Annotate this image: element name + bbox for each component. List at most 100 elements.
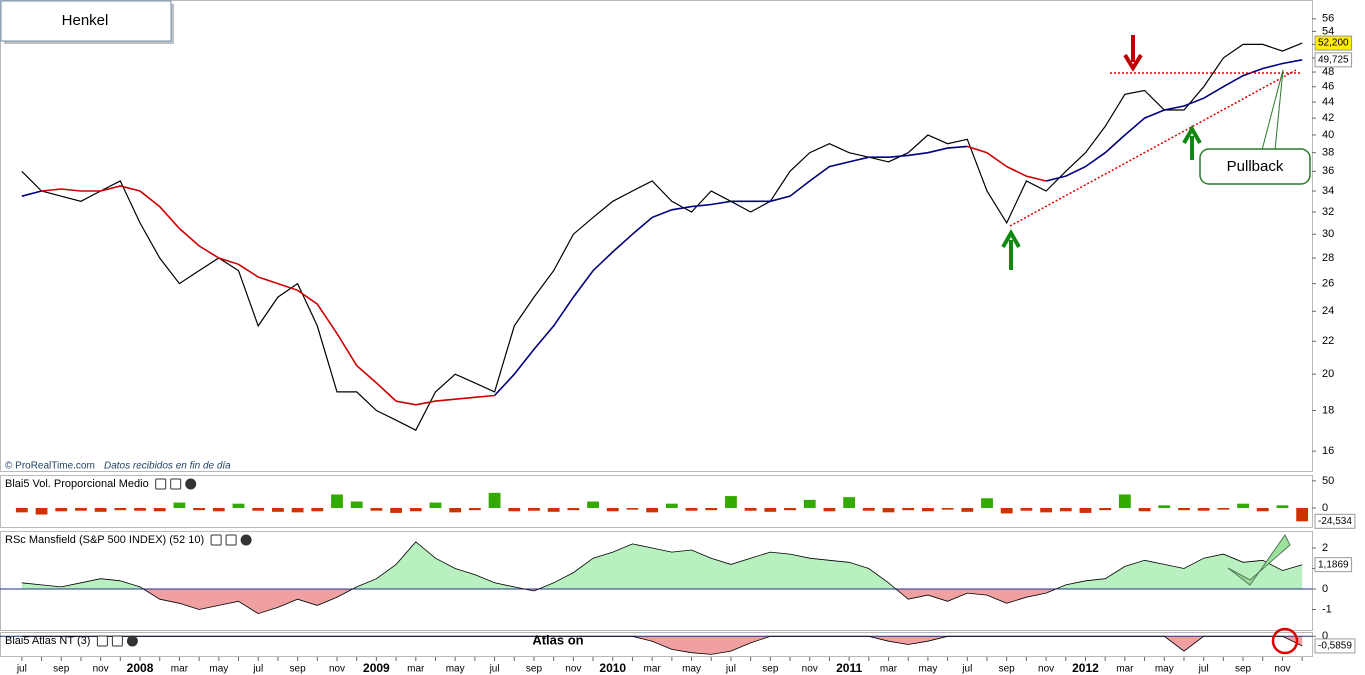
volume-bar bbox=[350, 501, 363, 509]
x-tick-label: sep bbox=[53, 664, 70, 675]
y-tick-label: 0 bbox=[1322, 630, 1328, 642]
y-tick-label: 16 bbox=[1322, 445, 1334, 457]
x-tick-label: sep bbox=[526, 664, 543, 675]
volume-bar bbox=[567, 508, 580, 511]
x-tick-label: may bbox=[209, 664, 228, 675]
x-tick-label: nov bbox=[329, 664, 345, 675]
x-tick-label: mar bbox=[880, 664, 898, 675]
volume-bar bbox=[606, 508, 619, 512]
price-line bbox=[21, 59, 1303, 397]
volume-bar bbox=[961, 508, 974, 512]
volume-bar bbox=[153, 508, 166, 512]
y-tick-label: 54 bbox=[1322, 25, 1334, 37]
volume-bar bbox=[764, 508, 777, 512]
last-value-box bbox=[1314, 52, 1353, 68]
x-tick-label: sep bbox=[999, 664, 1016, 675]
panel-icon bbox=[210, 534, 222, 546]
last-value-box bbox=[1314, 638, 1356, 654]
y-tick-label: 44 bbox=[1322, 96, 1334, 108]
y-tick-label: 56 bbox=[1322, 13, 1334, 25]
callout-box bbox=[1199, 148, 1311, 185]
volume-bar bbox=[1079, 508, 1092, 513]
volume-bar bbox=[803, 499, 816, 509]
volume-bar bbox=[94, 508, 107, 512]
area-line bbox=[21, 541, 1303, 615]
last-value-label: -0,5859 bbox=[1318, 641, 1352, 652]
x-tick-label: mar bbox=[171, 664, 189, 675]
volume-bar bbox=[55, 508, 68, 512]
last-value-label: 52,200 bbox=[1318, 38, 1349, 49]
last-value-box bbox=[1314, 557, 1353, 573]
y-tick-label: 26 bbox=[1322, 278, 1334, 290]
volume-bar bbox=[862, 508, 875, 511]
check-mark bbox=[1227, 534, 1291, 586]
panel-icon bbox=[225, 534, 237, 546]
volume-bar bbox=[508, 508, 521, 512]
panel-icon bbox=[126, 635, 138, 647]
green-arrow bbox=[1001, 228, 1021, 270]
last-value-label: -24,534 bbox=[1318, 516, 1352, 527]
last-value-label: 49,725 bbox=[1318, 54, 1349, 65]
x-tick-label: sep bbox=[1235, 664, 1252, 675]
y-tick-label: 30 bbox=[1322, 228, 1334, 240]
x-tick-label: nov bbox=[1274, 664, 1290, 675]
volume-bar bbox=[1099, 508, 1112, 511]
x-tick-label: jul bbox=[961, 664, 972, 675]
volume-bar bbox=[232, 503, 245, 509]
volume-bar bbox=[1276, 505, 1289, 509]
volume-bar bbox=[882, 508, 895, 513]
volume-bar bbox=[75, 508, 87, 511]
y-tick-label: 0 bbox=[1322, 583, 1328, 595]
red-arrow bbox=[1123, 35, 1143, 72]
x-tick-label: mar bbox=[644, 664, 662, 675]
panel-icon bbox=[170, 478, 182, 490]
volume-bar bbox=[1178, 508, 1190, 511]
x-tick-label: 2010 bbox=[599, 661, 626, 675]
panel-title: Blai5 Atlas NT (3) bbox=[5, 635, 90, 647]
x-tick-label: may bbox=[918, 664, 937, 675]
volume-bar bbox=[429, 502, 442, 509]
last-value-box bbox=[1314, 513, 1356, 529]
volume-bar bbox=[15, 508, 28, 513]
panel-title: Blai5 Vol. Proporcional Medio bbox=[5, 478, 149, 490]
volume-bar bbox=[1158, 505, 1171, 509]
y-tick-label: 0 bbox=[1322, 502, 1328, 514]
x-tick-label: sep bbox=[762, 664, 779, 675]
x-tick-label: nov bbox=[565, 664, 581, 675]
copyright: © ProRealTime.com bbox=[5, 461, 95, 472]
y-tick-label: 34 bbox=[1322, 185, 1334, 197]
volume-bar bbox=[1138, 508, 1151, 512]
x-tick-label: jul bbox=[1198, 664, 1209, 675]
x-tick-label: jul bbox=[16, 664, 27, 675]
volume-bar bbox=[390, 508, 402, 513]
volume-bar bbox=[922, 508, 934, 512]
x-tick-label: 2009 bbox=[363, 661, 390, 675]
volume-bar bbox=[528, 508, 540, 511]
x-tick-label: may bbox=[446, 664, 465, 675]
callout-pointer bbox=[1261, 69, 1284, 151]
data-note: Datos recibidos en fin de día bbox=[104, 461, 231, 472]
y-tick-label: -1 bbox=[1322, 603, 1332, 615]
volume-bar bbox=[547, 508, 560, 512]
y-tick-label: 20 bbox=[1322, 368, 1334, 380]
volume-bar bbox=[35, 508, 48, 515]
price-line bbox=[21, 42, 1303, 432]
y-tick-label: 36 bbox=[1322, 165, 1334, 177]
volume-bar bbox=[981, 498, 993, 509]
x-tick-label: jul bbox=[489, 664, 500, 675]
x-tick-label: sep bbox=[290, 664, 307, 675]
volume-bar bbox=[725, 496, 737, 509]
volume-bar bbox=[468, 508, 481, 511]
y-tick-label: 18 bbox=[1322, 404, 1334, 416]
volume-bar bbox=[311, 508, 324, 512]
volume-bar bbox=[744, 508, 757, 511]
volume-bar bbox=[1217, 508, 1230, 510]
plot-layer: 1618202224262830323436384042444648505254… bbox=[0, 13, 1356, 675]
volume-bar bbox=[1237, 503, 1249, 509]
y-tick-label: 38 bbox=[1322, 147, 1334, 159]
volume-bar bbox=[1040, 508, 1052, 513]
x-tick-label: may bbox=[682, 664, 701, 675]
panel-icon bbox=[240, 534, 252, 546]
volume-bar bbox=[272, 508, 284, 512]
